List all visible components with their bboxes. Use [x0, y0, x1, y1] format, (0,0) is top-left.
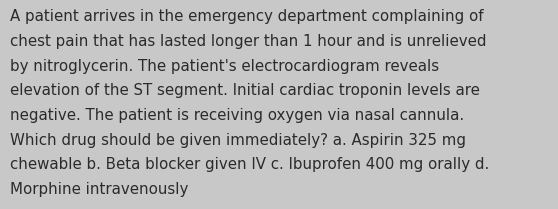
- Text: by nitroglycerin. The patient's electrocardiogram reveals: by nitroglycerin. The patient's electroc…: [10, 59, 439, 74]
- Text: Which drug should be given immediately? a. Aspirin 325 mg: Which drug should be given immediately? …: [10, 133, 466, 148]
- Text: negative. The patient is receiving oxygen via nasal cannula.: negative. The patient is receiving oxyge…: [10, 108, 464, 123]
- Text: chewable b. Beta blocker given IV c. Ibuprofen 400 mg orally d.: chewable b. Beta blocker given IV c. Ibu…: [10, 157, 489, 172]
- Text: A patient arrives in the emergency department complaining of: A patient arrives in the emergency depar…: [10, 9, 484, 24]
- Text: Morphine intravenously: Morphine intravenously: [10, 182, 189, 197]
- Text: elevation of the ST segment. Initial cardiac troponin levels are: elevation of the ST segment. Initial car…: [10, 83, 480, 98]
- Text: chest pain that has lasted longer than 1 hour and is unrelieved: chest pain that has lasted longer than 1…: [10, 34, 487, 49]
